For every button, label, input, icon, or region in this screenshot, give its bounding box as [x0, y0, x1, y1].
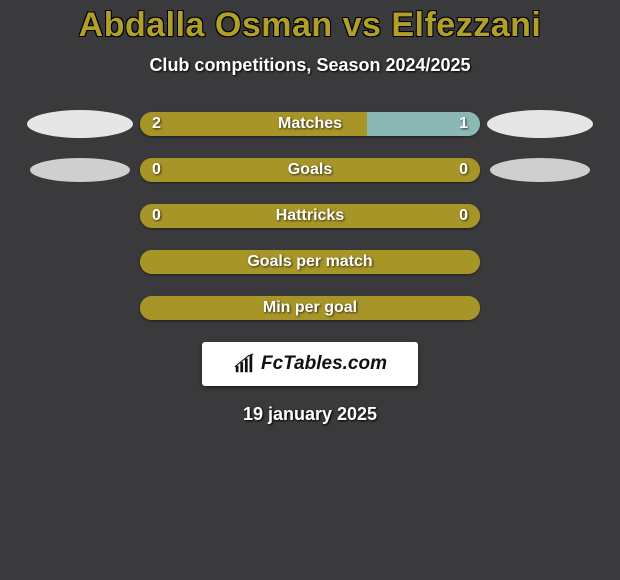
right-side [480, 158, 600, 182]
left-side [20, 110, 140, 138]
bar-left [140, 250, 468, 274]
stat-row: Goals per match [0, 250, 620, 274]
stat-right-value: 0 [459, 207, 468, 225]
chart-icon [233, 353, 255, 375]
page-title: Abdalla Osman vs Elfezzani [0, 6, 620, 45]
subtitle: Club competitions, Season 2024/2025 [0, 55, 620, 76]
player-left-shadow-icon [27, 110, 133, 138]
stat-row: 00Goals [0, 158, 620, 182]
logo-box: FcTables.com [202, 342, 418, 386]
stat-bar: 00Hattricks [140, 204, 480, 228]
bar-right: 0 [310, 204, 480, 228]
stat-right-value: 0 [459, 161, 468, 179]
player-right-shadow-icon [490, 158, 590, 182]
stat-left-value: 0 [152, 207, 161, 225]
stat-row: Min per goal [0, 296, 620, 320]
bar-right [468, 296, 480, 320]
stat-bar: Goals per match [140, 250, 480, 274]
stat-row: 00Hattricks [0, 204, 620, 228]
bar-left: 0 [140, 204, 310, 228]
comparison-infographic: Abdalla Osman vs Elfezzani Club competit… [0, 0, 620, 425]
bar-right: 1 [367, 112, 480, 136]
left-side [20, 158, 140, 182]
stat-row: 21Matches [0, 112, 620, 136]
stat-left-value: 2 [152, 115, 161, 133]
bar-left: 0 [140, 158, 310, 182]
logo-text: FcTables.com [261, 353, 387, 375]
bar-right [468, 250, 480, 274]
player-left-shadow-icon [30, 158, 130, 182]
right-side [480, 110, 600, 138]
bar-left: 2 [140, 112, 367, 136]
stats-list: 21Matches00Goals00HattricksGoals per mat… [0, 112, 620, 320]
stat-bar: 21Matches [140, 112, 480, 136]
player-right-shadow-icon [487, 110, 593, 138]
bar-left [140, 296, 468, 320]
bar-right: 0 [310, 158, 480, 182]
stat-right-value: 1 [459, 115, 468, 133]
stat-bar: 00Goals [140, 158, 480, 182]
stat-bar: Min per goal [140, 296, 480, 320]
stat-left-value: 0 [152, 161, 161, 179]
date-text: 19 january 2025 [0, 404, 620, 425]
